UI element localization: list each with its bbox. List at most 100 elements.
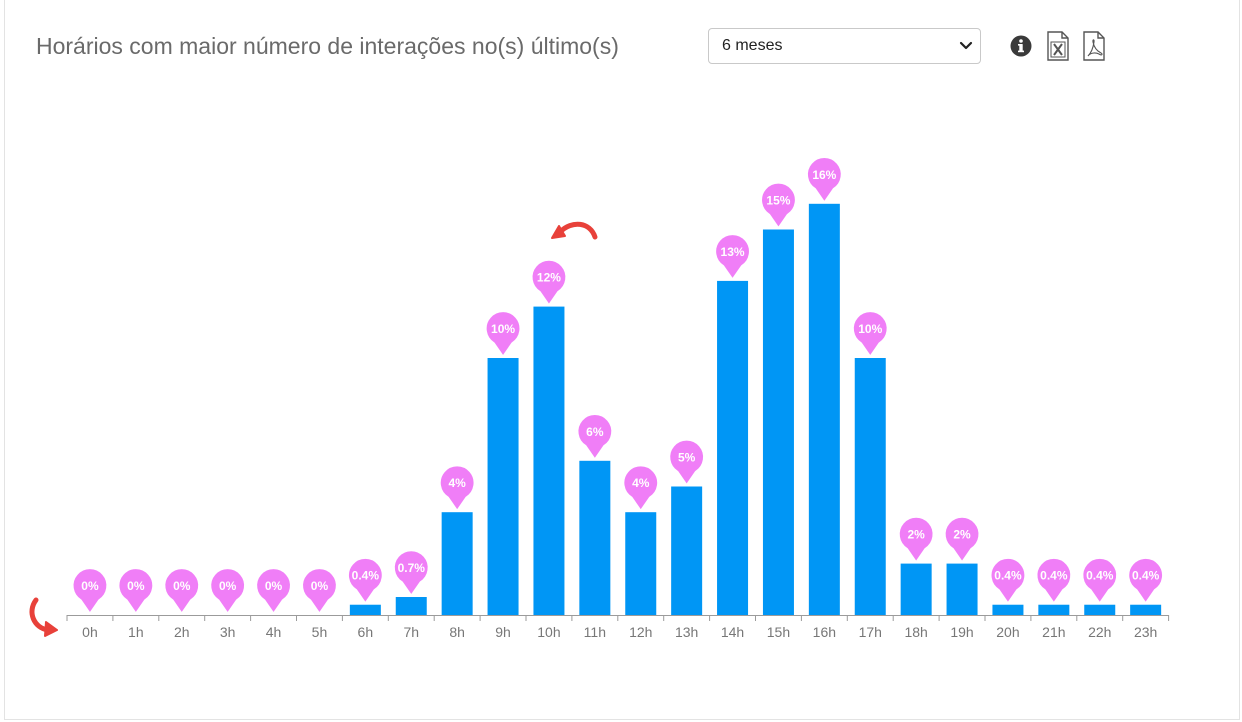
pin-marker-shape <box>347 557 383 604</box>
x-tick-label: 4h <box>266 624 282 640</box>
bar-18h[interactable] <box>900 563 932 615</box>
data-label: 0.4% <box>352 569 380 583</box>
pin-marker-shape <box>393 549 429 597</box>
data-label: 13% <box>721 245 745 259</box>
pin-marker-shape <box>1128 557 1164 604</box>
data-label-pin: 2% <box>944 516 980 563</box>
data-label-pin: 16% <box>806 156 842 203</box>
data-label: 0% <box>81 579 99 593</box>
bar-11h[interactable] <box>579 460 611 615</box>
data-label: 0% <box>173 579 191 593</box>
data-label-pin: 0% <box>210 567 246 615</box>
data-label: 2% <box>953 528 971 542</box>
data-label: 10% <box>858 322 882 336</box>
bar-22h[interactable] <box>1084 604 1116 615</box>
bar-15h[interactable] <box>762 229 794 616</box>
data-label-pin: 0% <box>255 567 292 615</box>
pin-marker-shape <box>1036 557 1072 604</box>
x-tick-label: 19h <box>950 624 973 640</box>
x-tick-label: 13h <box>675 624 698 640</box>
data-label-pin: 5% <box>669 439 705 486</box>
file-pdf-icon[interactable] <box>1082 31 1106 61</box>
data-label: 15% <box>766 194 790 208</box>
x-tick-label: 22h <box>1088 624 1111 640</box>
pin-marker-shape <box>623 465 659 512</box>
data-label-pin: 0% <box>164 567 200 615</box>
data-label-pin: 0.4% <box>990 557 1026 604</box>
period-select[interactable]: 6 meses <box>708 28 981 64</box>
data-label: 12% <box>537 271 561 285</box>
data-label: 10% <box>491 322 515 336</box>
pin-marker-shape <box>577 413 613 460</box>
bar-21h[interactable] <box>1038 604 1070 615</box>
x-tick-label: 14h <box>721 624 744 640</box>
bar-8h[interactable] <box>441 512 473 615</box>
data-label-pin: 0% <box>301 567 338 615</box>
data-label: 2% <box>907 528 925 542</box>
bar-23h[interactable] <box>1130 604 1162 615</box>
data-label: 6% <box>586 425 604 439</box>
x-tick-label: 18h <box>904 624 927 640</box>
x-tick-label: 3h <box>220 624 236 640</box>
x-tick-label: 17h <box>859 624 882 640</box>
pin-marker-shape <box>164 567 200 615</box>
x-tick-label: 23h <box>1134 624 1157 640</box>
data-label-pin: 6% <box>577 413 613 460</box>
pin-marker-shape <box>210 567 246 615</box>
bar-10h[interactable] <box>533 306 565 615</box>
annotation-arrow-icon <box>551 221 598 240</box>
chart-panel: Horários com maior número de interações … <box>4 0 1240 720</box>
data-label: 5% <box>678 451 696 465</box>
bar-9h[interactable] <box>487 358 519 615</box>
x-tick-label: 21h <box>1042 624 1065 640</box>
data-label: 0% <box>127 579 145 593</box>
bar-16h[interactable] <box>808 203 840 616</box>
pin-marker-shape <box>485 310 521 358</box>
data-label: 16% <box>812 168 836 182</box>
pin-marker-shape <box>1082 557 1118 604</box>
bar-7h[interactable] <box>395 597 427 615</box>
data-label-pin: 0% <box>118 567 154 615</box>
x-tick-label: 9h <box>495 624 511 640</box>
x-tick-label: 11h <box>584 624 606 640</box>
data-label: 0% <box>219 579 237 593</box>
pin-marker-shape <box>852 310 888 358</box>
pin-marker-shape <box>760 182 797 229</box>
file-excel-icon[interactable] <box>1046 31 1070 61</box>
bar-13h[interactable] <box>671 486 703 616</box>
data-label-pin: 0.7% <box>393 549 429 597</box>
data-label: 0% <box>265 579 283 593</box>
info-circle-icon[interactable] <box>1009 34 1033 58</box>
bar-17h[interactable] <box>854 358 886 615</box>
bar-14h[interactable] <box>717 280 749 615</box>
x-tick-label: 16h <box>813 624 836 640</box>
x-tick-label: 0h <box>82 624 98 640</box>
x-tick-label: 20h <box>996 624 1019 640</box>
x-tick-label: 5h <box>312 624 328 640</box>
bar-6h[interactable] <box>349 604 381 615</box>
data-label: 4% <box>448 476 466 490</box>
data-label-pin: 13% <box>714 233 751 280</box>
bar-12h[interactable] <box>625 512 657 615</box>
pin-marker-shape <box>806 156 842 203</box>
data-label: 0.4% <box>1132 569 1160 583</box>
pin-marker-shape <box>439 465 475 512</box>
data-label: 0.4% <box>994 569 1022 583</box>
pin-marker-shape <box>531 259 567 306</box>
data-label: 0.4% <box>1086 569 1114 583</box>
x-tick-label: 2h <box>174 624 190 640</box>
pin-marker-shape <box>255 567 292 615</box>
pin-marker-shape <box>301 567 338 615</box>
bar-19h[interactable] <box>946 563 978 615</box>
pin-marker-shape <box>669 439 705 486</box>
bar-20h[interactable] <box>992 604 1024 615</box>
annotation-arrow-icon <box>29 597 58 637</box>
period-select-value: 6 meses <box>722 37 783 54</box>
x-tick-label: 1h <box>128 624 144 640</box>
data-label: 0.7% <box>398 561 426 575</box>
data-label: 4% <box>632 476 650 490</box>
chart-title: Horários com maior número de interações … <box>36 33 619 59</box>
data-label-pin: 0.4% <box>1036 557 1072 604</box>
x-tick-label: 15h <box>767 624 790 640</box>
